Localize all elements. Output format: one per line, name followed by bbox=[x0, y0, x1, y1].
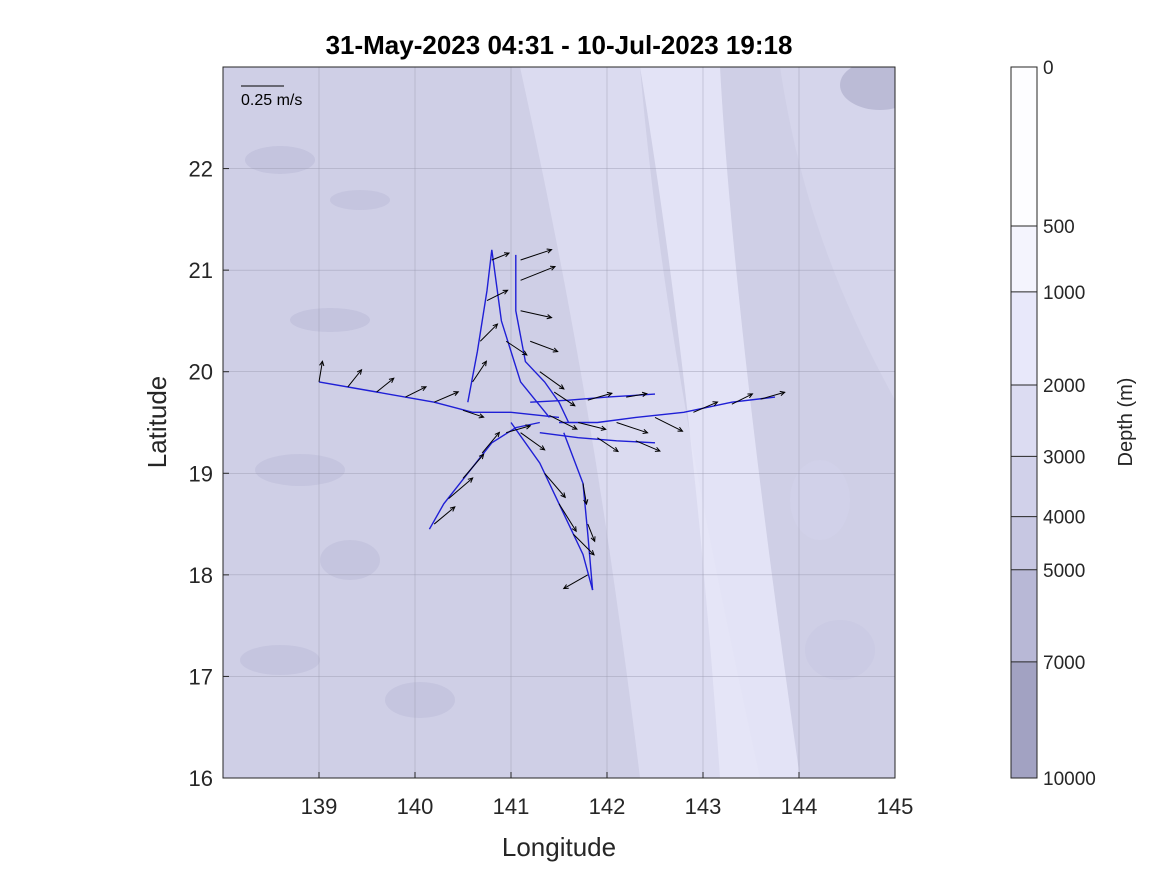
velocity-arrow bbox=[376, 377, 395, 393]
velocity-arrow bbox=[530, 340, 559, 353]
axes-box bbox=[222, 66, 896, 779]
velocity-arrow bbox=[654, 416, 684, 432]
glider-tracks bbox=[318, 249, 776, 591]
velocity-vectors bbox=[318, 248, 786, 590]
y-tick-label: 17 bbox=[189, 664, 213, 689]
glider-track bbox=[563, 432, 594, 591]
scale-arrow: 0.25 m/s bbox=[241, 85, 302, 109]
colorbar-tick-label: 2000 bbox=[1043, 376, 1085, 397]
velocity-arrow bbox=[520, 310, 553, 320]
colorbar-tick-label: 3000 bbox=[1043, 447, 1085, 468]
colorbar-tick-label: 1000 bbox=[1043, 283, 1085, 304]
velocity-arrow bbox=[626, 391, 648, 398]
velocity-arrow bbox=[506, 424, 532, 434]
velocity-arrow bbox=[562, 574, 589, 590]
velocity-arrow bbox=[760, 390, 786, 400]
velocity-arrow bbox=[347, 368, 363, 388]
x-axis-ticks: 139 140 141 142 143 144 145 bbox=[301, 772, 914, 819]
velocity-arrow bbox=[472, 360, 487, 383]
x-tick-label: 141 bbox=[493, 794, 530, 819]
velocity-arrow bbox=[491, 252, 511, 261]
velocity-arrow bbox=[520, 265, 557, 281]
velocity-arrow bbox=[587, 391, 613, 401]
x-tick-label: 139 bbox=[301, 794, 338, 819]
velocity-arrow bbox=[582, 483, 589, 506]
colorbar-tick-label: 0 bbox=[1043, 58, 1054, 79]
plot-area bbox=[222, 66, 896, 779]
y-tick-label: 19 bbox=[189, 461, 213, 486]
colorbar-tick-label: 10000 bbox=[1043, 769, 1096, 790]
x-tick-label: 143 bbox=[685, 794, 722, 819]
y-tick-label: 20 bbox=[189, 360, 213, 385]
colorbar-tick-label: 5000 bbox=[1043, 561, 1085, 582]
velocity-arrow bbox=[731, 393, 754, 405]
bathymetry-background bbox=[223, 67, 895, 778]
colorbar-tick-label: 7000 bbox=[1043, 653, 1085, 674]
velocity-arrow bbox=[505, 340, 528, 356]
y-tick-label: 22 bbox=[189, 157, 213, 182]
velocity-arrow bbox=[539, 371, 565, 390]
velocity-arrow bbox=[578, 422, 607, 431]
velocity-arrow bbox=[462, 409, 485, 419]
velocity-arrow bbox=[693, 401, 719, 413]
velocity-arrow bbox=[434, 391, 460, 403]
scale-arrow-label: 0.25 m/s bbox=[241, 92, 302, 109]
chart-title: 31-May-2023 04:31 - 10-Jul-2023 19:18 bbox=[326, 30, 793, 60]
glider-track bbox=[515, 254, 570, 423]
colorbar-segment bbox=[1011, 384, 1037, 457]
velocity-arrow bbox=[481, 431, 501, 454]
grid-lines bbox=[223, 67, 895, 778]
velocity-arrow bbox=[553, 391, 576, 407]
colorbar-segment bbox=[1011, 225, 1037, 292]
velocity-arrow bbox=[405, 386, 428, 398]
colorbar-segment bbox=[1011, 291, 1037, 385]
glider-track bbox=[539, 432, 656, 444]
velocity-arrow bbox=[587, 523, 596, 543]
velocity-arrow bbox=[462, 453, 485, 479]
velocity-arrow bbox=[486, 289, 509, 302]
velocity-arrow bbox=[520, 432, 546, 451]
glider-track bbox=[510, 422, 594, 591]
velocity-arrow bbox=[549, 414, 578, 430]
x-tick-label: 145 bbox=[877, 794, 914, 819]
colorbar-tick-label: 500 bbox=[1043, 217, 1075, 238]
colorbar-tick-label: 4000 bbox=[1043, 508, 1085, 529]
glider-track bbox=[530, 393, 656, 403]
colorbar-segment bbox=[1011, 516, 1037, 570]
y-axis-ticks: 16 17 18 19 20 21 22 bbox=[189, 157, 229, 791]
velocity-arrow bbox=[616, 422, 649, 434]
x-tick-label: 144 bbox=[781, 794, 818, 819]
velocity-arrow bbox=[520, 248, 553, 261]
velocity-arrow bbox=[479, 323, 499, 342]
depth-colorbar: 0 500 1000 2000 3000 4000 5000 7000 10000 bbox=[1010, 58, 1096, 790]
velocity-arrow bbox=[635, 440, 661, 452]
velocity-arrow bbox=[544, 472, 566, 499]
y-axis-label: Latitude bbox=[142, 376, 172, 469]
x-axis-label: Longitude bbox=[502, 832, 616, 862]
velocity-arrow bbox=[597, 437, 619, 453]
colorbar-segment bbox=[1011, 661, 1037, 778]
velocity-arrow bbox=[448, 477, 474, 500]
colorbar-label: Depth (m) bbox=[1115, 378, 1137, 467]
x-tick-label: 140 bbox=[397, 794, 434, 819]
x-tick-label: 142 bbox=[589, 794, 626, 819]
glider-track bbox=[318, 381, 560, 419]
velocity-arrow bbox=[318, 360, 325, 382]
y-tick-label: 18 bbox=[189, 563, 213, 588]
glider-track bbox=[467, 249, 550, 418]
velocity-arrow bbox=[573, 533, 595, 556]
y-tick-label: 21 bbox=[189, 258, 213, 283]
velocity-arrow bbox=[433, 506, 456, 525]
glider-track bbox=[559, 396, 776, 424]
colorbar-segment bbox=[1011, 569, 1037, 662]
colorbar-segment bbox=[1011, 456, 1037, 517]
colorbar-segment bbox=[1011, 67, 1037, 226]
y-tick-label: 16 bbox=[189, 766, 213, 791]
velocity-arrow bbox=[558, 503, 577, 533]
